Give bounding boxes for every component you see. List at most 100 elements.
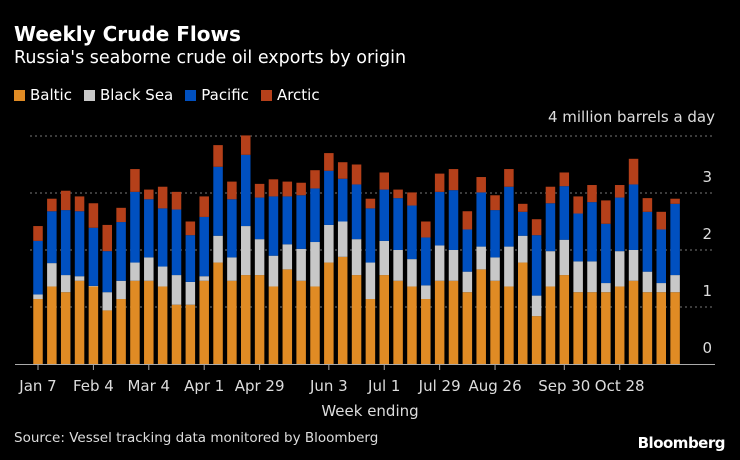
bar-segment-pacific xyxy=(268,196,279,256)
bar-segment-pacific xyxy=(490,210,500,258)
bar-stack xyxy=(462,211,473,364)
bar-stack xyxy=(60,190,71,364)
legend-item-arctic: Arctic xyxy=(260,86,320,104)
bar-segment-baltic xyxy=(171,304,182,364)
bar-segment-black-sea xyxy=(130,262,140,281)
bar-segment-black-sea xyxy=(227,257,237,281)
bar-segment-baltic xyxy=(324,262,334,364)
bar-segment-black-sea xyxy=(254,239,265,276)
bar-segment-arctic xyxy=(462,211,473,230)
bar-segment-pacific xyxy=(171,209,182,276)
bar-segment-baltic xyxy=(504,286,514,364)
legend-swatch xyxy=(260,89,272,101)
bar-segment-black-sea xyxy=(642,271,653,293)
bar-segment-pacific xyxy=(102,251,112,293)
bar-segment-black-sea xyxy=(171,275,182,305)
bar-segment-arctic xyxy=(614,185,625,198)
bar-segment-baltic xyxy=(628,280,639,364)
bar-segment-baltic xyxy=(227,280,237,364)
x-tick-label: Apr 1 xyxy=(184,377,224,395)
bar-segment-baltic xyxy=(296,280,306,364)
bar-segment-arctic xyxy=(74,196,85,212)
x-tick-label: Jul 1 xyxy=(367,377,400,395)
bar-segment-baltic xyxy=(33,299,43,364)
bar-segment-pacific xyxy=(365,208,376,263)
bar-segment-pacific xyxy=(448,190,459,250)
source-note: Source: Vessel tracking data monitored b… xyxy=(14,430,379,446)
bar-segment-baltic xyxy=(601,292,611,364)
bar-segment-black-sea xyxy=(47,263,57,287)
chart-subtitle: Russia's seaborne crude oil exports by o… xyxy=(14,48,407,68)
bar-segment-arctic xyxy=(47,198,57,212)
bar-stack xyxy=(185,221,196,364)
bar-segment-pacific xyxy=(614,197,625,252)
y-tick-label: 1 xyxy=(702,282,712,300)
bar-stack xyxy=(130,169,140,364)
bar-segment-black-sea xyxy=(241,226,251,276)
bar-segment-black-sea xyxy=(587,261,597,293)
bar-segment-pacific xyxy=(74,211,85,277)
x-tick-label: Jul 29 xyxy=(418,377,461,395)
bar-segment-baltic xyxy=(518,262,528,364)
bar-stack xyxy=(518,203,528,364)
bar-stack xyxy=(490,195,500,364)
bar-segment-baltic xyxy=(47,286,57,364)
bar-segment-black-sea xyxy=(407,259,417,287)
legend-label: Arctic xyxy=(276,86,320,104)
bar-segment-arctic xyxy=(434,173,445,192)
bar-stack xyxy=(476,177,486,364)
bar-segment-arctic xyxy=(476,177,486,193)
bar-stack xyxy=(282,181,293,364)
bar-segment-pacific xyxy=(407,205,417,260)
legend-swatch xyxy=(14,89,25,101)
bar-segment-black-sea xyxy=(670,275,680,293)
bar-segment-arctic xyxy=(531,219,542,236)
bar-stack xyxy=(545,186,556,364)
x-tick-label: Aug 26 xyxy=(468,377,521,395)
bar-segment-pacific xyxy=(531,235,542,296)
bar-segment-arctic xyxy=(601,200,611,224)
bar-stack xyxy=(642,198,653,364)
bar-segment-arctic xyxy=(337,162,348,179)
bar-segment-baltic xyxy=(116,299,126,364)
x-axis-title: Week ending xyxy=(0,402,740,420)
bar-segment-baltic xyxy=(254,275,265,364)
bar-segment-pacific xyxy=(185,235,196,282)
x-tick-label: Mar 4 xyxy=(127,377,170,395)
legend-swatch xyxy=(185,89,197,101)
bar-stack xyxy=(337,162,348,364)
bar-stack xyxy=(116,207,126,364)
bar-segment-pacific xyxy=(628,184,639,250)
bar-segment-black-sea xyxy=(199,276,209,281)
bar-segment-arctic xyxy=(587,185,597,203)
bar-segment-arctic xyxy=(88,203,99,228)
bar-stack xyxy=(393,189,403,364)
bar-segment-black-sea xyxy=(601,283,611,293)
bar-segment-pacific xyxy=(545,203,556,252)
bar-stack xyxy=(379,172,389,364)
bar-segment-arctic xyxy=(351,164,362,185)
bar-stack xyxy=(227,181,237,364)
bar-stack xyxy=(88,203,99,364)
bar-segment-pacific xyxy=(587,202,597,262)
bar-segment-pacific xyxy=(421,237,431,286)
bar-segment-baltic xyxy=(407,286,417,364)
bar-segment-baltic xyxy=(351,275,362,364)
bar-segment-pacific xyxy=(504,186,514,247)
bar-segment-baltic xyxy=(462,292,473,364)
bar-segment-pacific xyxy=(476,192,486,247)
bar-stack xyxy=(504,169,514,364)
bar-segment-black-sea xyxy=(573,261,583,293)
bar-segment-black-sea xyxy=(102,292,112,311)
bar-segment-black-sea xyxy=(531,295,542,317)
y-tick-label: 2 xyxy=(702,225,712,243)
bar-segment-baltic xyxy=(268,286,279,364)
legend-swatch xyxy=(83,89,95,101)
bar-segment-baltic xyxy=(130,280,140,364)
bar-segment-arctic xyxy=(116,207,126,223)
bar-segment-arctic xyxy=(670,198,680,204)
bar-segment-black-sea xyxy=(434,245,445,281)
bar-stack xyxy=(157,186,168,364)
bar-segment-arctic xyxy=(102,224,112,252)
